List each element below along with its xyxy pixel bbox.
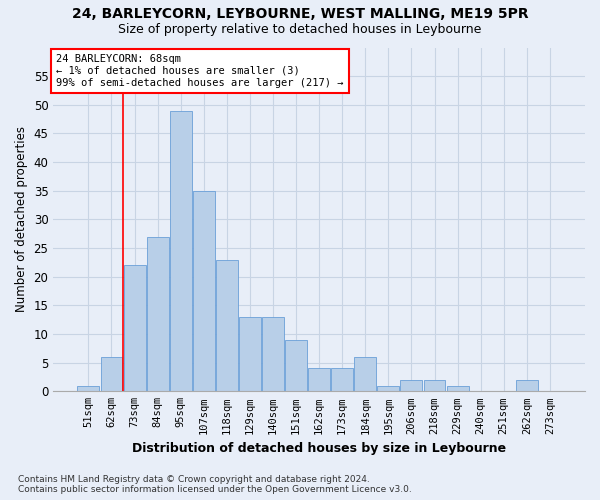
Bar: [308, 368, 330, 392]
Bar: [170, 110, 191, 392]
Bar: [193, 191, 215, 392]
Text: 24 BARLEYCORN: 68sqm
← 1% of detached houses are smaller (3)
99% of semi-detache: 24 BARLEYCORN: 68sqm ← 1% of detached ho…: [56, 54, 343, 88]
Bar: [424, 380, 445, 392]
Y-axis label: Number of detached properties: Number of detached properties: [15, 126, 28, 312]
X-axis label: Distribution of detached houses by size in Leybourne: Distribution of detached houses by size …: [132, 442, 506, 455]
Bar: [216, 260, 238, 392]
Bar: [355, 357, 376, 392]
Bar: [77, 386, 100, 392]
Bar: [331, 368, 353, 392]
Bar: [262, 317, 284, 392]
Bar: [146, 236, 169, 392]
Bar: [516, 380, 538, 392]
Text: 24, BARLEYCORN, LEYBOURNE, WEST MALLING, ME19 5PR: 24, BARLEYCORN, LEYBOURNE, WEST MALLING,…: [71, 8, 529, 22]
Bar: [124, 265, 146, 392]
Bar: [446, 386, 469, 392]
Bar: [101, 357, 122, 392]
Text: Size of property relative to detached houses in Leybourne: Size of property relative to detached ho…: [118, 22, 482, 36]
Bar: [285, 340, 307, 392]
Bar: [377, 386, 400, 392]
Bar: [400, 380, 422, 392]
Text: Contains HM Land Registry data © Crown copyright and database right 2024.
Contai: Contains HM Land Registry data © Crown c…: [18, 474, 412, 494]
Bar: [239, 317, 261, 392]
